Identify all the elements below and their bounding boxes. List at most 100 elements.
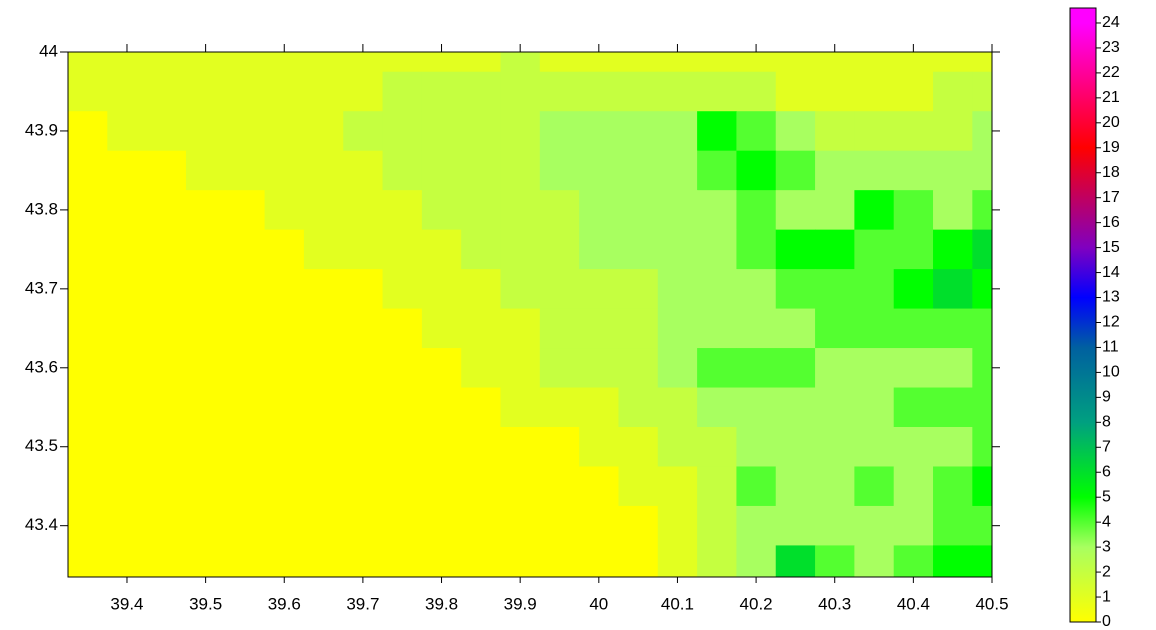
heat-cell xyxy=(185,466,226,507)
heat-cell xyxy=(225,150,266,191)
colorbar-tick-label: 9 xyxy=(1102,389,1111,406)
heat-cell xyxy=(343,269,384,310)
heat-cell xyxy=(343,150,384,191)
heat-cell xyxy=(736,348,777,389)
heat-cell xyxy=(775,190,816,231)
heat-cell xyxy=(146,348,187,389)
heat-cell xyxy=(618,545,659,577)
heat-cell xyxy=(618,150,659,191)
heat-cell xyxy=(697,505,737,546)
heat-cell xyxy=(303,150,344,191)
heat-cell xyxy=(697,269,737,310)
heat-cell xyxy=(421,427,462,467)
heat-cell xyxy=(579,545,619,577)
heat-cell xyxy=(775,52,816,73)
heat-cell xyxy=(461,111,502,152)
heat-cell xyxy=(500,427,541,467)
heat-cell xyxy=(815,387,855,428)
heat-cell xyxy=(185,348,226,389)
heat-cell xyxy=(657,308,698,349)
heat-cell xyxy=(697,71,737,112)
heat-cell xyxy=(697,111,737,152)
heat-cell xyxy=(697,150,737,191)
heat-cell xyxy=(264,269,305,310)
heat-cell xyxy=(854,229,895,270)
heat-cell xyxy=(68,150,108,191)
heat-cell xyxy=(264,427,305,467)
heat-cell xyxy=(382,150,423,191)
heat-cell xyxy=(68,387,108,428)
heat-cell xyxy=(343,505,384,546)
heat-cell xyxy=(225,505,266,546)
heat-cell xyxy=(68,545,108,577)
heat-cell xyxy=(185,308,226,349)
heat-cell xyxy=(972,150,992,191)
heat-cell xyxy=(854,308,895,349)
heat-cell xyxy=(618,387,659,428)
heat-cell xyxy=(697,229,737,270)
heat-cell xyxy=(382,71,423,112)
heat-cell xyxy=(421,150,462,191)
heat-cell xyxy=(972,466,992,507)
heat-cell xyxy=(854,71,895,112)
heat-cell xyxy=(185,111,226,152)
heat-cell xyxy=(461,387,502,428)
colorbar-tick-label: 13 xyxy=(1102,289,1120,306)
colorbar-tick-label: 12 xyxy=(1102,314,1120,331)
heat-cell xyxy=(343,229,384,270)
heat-cell xyxy=(303,387,344,428)
heat-cell xyxy=(107,505,148,546)
heat-cell xyxy=(68,71,108,112)
heat-cell xyxy=(657,111,698,152)
heat-cell xyxy=(303,545,344,577)
heat-cell xyxy=(972,269,992,310)
heat-cell xyxy=(107,269,148,310)
x-tick-label: 39.6 xyxy=(268,594,301,613)
heat-cell xyxy=(185,427,226,467)
heat-cell xyxy=(539,308,580,349)
heat-cell xyxy=(382,52,423,73)
colorbar-tick-label: 20 xyxy=(1102,114,1120,131)
heat-cell xyxy=(500,52,541,73)
heat-cell xyxy=(618,348,659,389)
heat-cell xyxy=(185,269,226,310)
heat-cell xyxy=(461,308,502,349)
colorbar-tick-label: 2 xyxy=(1102,563,1111,580)
heat-cell xyxy=(421,52,462,73)
heat-cell xyxy=(815,505,855,546)
heat-cell xyxy=(539,427,580,467)
heat-cell xyxy=(225,348,266,389)
heat-cell xyxy=(185,52,226,73)
heat-cell xyxy=(539,52,580,73)
heat-cell xyxy=(225,71,266,112)
heat-cell xyxy=(303,52,344,73)
heat-cell xyxy=(579,348,619,389)
heat-cell xyxy=(264,348,305,389)
heat-cell xyxy=(500,387,541,428)
heat-cell xyxy=(421,229,462,270)
heat-cell xyxy=(618,308,659,349)
heat-cell xyxy=(972,52,992,73)
heat-cell xyxy=(107,150,148,191)
heat-cell xyxy=(303,269,344,310)
heat-cell xyxy=(775,545,816,577)
heat-cell xyxy=(933,269,973,310)
heat-cell xyxy=(657,466,698,507)
heat-cell xyxy=(303,111,344,152)
heat-cell xyxy=(815,52,855,73)
colorbar-tick-label: 19 xyxy=(1102,139,1120,156)
colorbar-tick-label: 21 xyxy=(1102,89,1120,106)
heat-cell xyxy=(185,71,226,112)
heat-cell xyxy=(461,505,502,546)
heat-cell xyxy=(815,190,855,231)
heat-cell xyxy=(343,466,384,507)
x-tick-label: 39.9 xyxy=(504,594,537,613)
heat-cell xyxy=(461,466,502,507)
heat-cell xyxy=(933,229,973,270)
colorbar-tick-label: 1 xyxy=(1102,588,1111,605)
heat-cell xyxy=(343,427,384,467)
heat-cell xyxy=(303,190,344,231)
heat-cell xyxy=(933,545,973,577)
heat-cell xyxy=(500,466,541,507)
heat-cell xyxy=(539,505,580,546)
